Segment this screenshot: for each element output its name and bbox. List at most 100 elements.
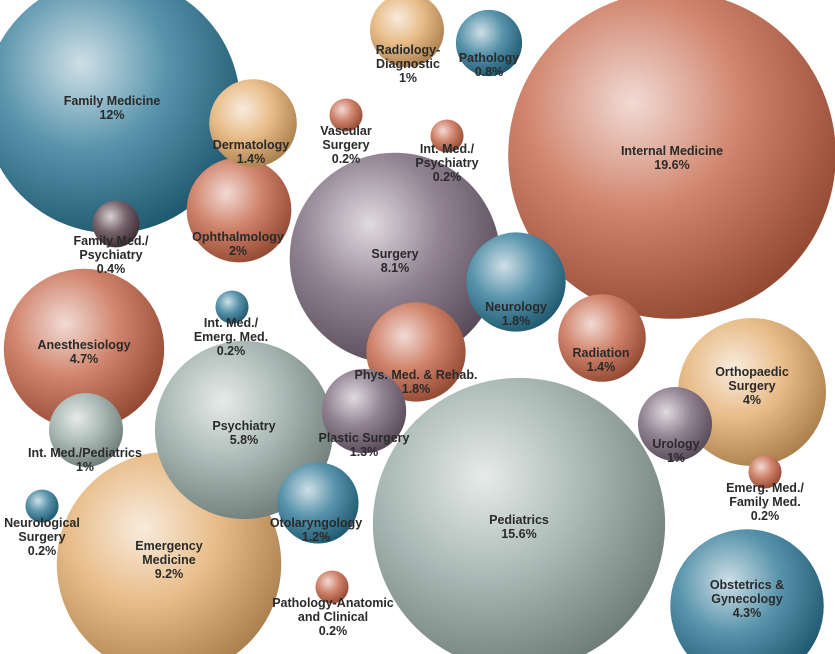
bubble-label-family-medicine: Family Medicine 12%: [64, 94, 161, 122]
bubble-value-label: 9.2%: [155, 567, 184, 581]
bubble-label-psychiatry: Psychiatry 5.8%: [212, 419, 275, 447]
bubble-label-vascular-surgery: Vascular Surgery 0.2%: [320, 124, 372, 166]
bubble-label-phys-med-and-rehab: Phys. Med. & Rehab. 1.8%: [355, 368, 478, 396]
bubble-value-label: 1%: [399, 71, 417, 85]
bubble-name-line: Surgery: [371, 247, 418, 261]
bubble-value-label: 0.2%: [751, 509, 780, 523]
bubble-name-line: Int. Med./Pediatrics: [28, 446, 142, 460]
bubble-value-label: 1.8%: [402, 382, 431, 396]
bubble-name-line: Pediatrics: [489, 513, 549, 527]
bubble-surgery: [289, 152, 501, 364]
bubble-label-family-med-psychiatry: Family Med./Psychiatry 0.4%: [73, 234, 149, 276]
bubble-name-line: Phys. Med. & Rehab.: [355, 368, 478, 382]
bubble-value-label: 4%: [743, 393, 761, 407]
bubble-pathology-anatomic-and-clinical: [315, 570, 349, 604]
bubble-name-line: Surgery: [18, 530, 65, 544]
bubble-phys-med-and-rehab: [366, 302, 466, 402]
bubble-name-line: Radiation: [573, 346, 630, 360]
labels-layer: Family Medicine 12% Internal Medicine 19.6%…: [4, 43, 804, 638]
bubble-name-line: Psychiatry: [415, 156, 478, 170]
bubble-name-line: Plastic Surgery: [318, 431, 409, 445]
bubble-value-label: 0.2%: [433, 170, 462, 184]
bubble-name-line: Emerg. Med./: [726, 481, 804, 495]
bubble-otolaryngology: [277, 462, 359, 544]
bubble-dermatology: [209, 79, 297, 167]
bubble-value-label: 4.3%: [733, 606, 762, 620]
bubble-value-label: 1.3%: [350, 445, 379, 459]
bubble-name-line: Psychiatry: [79, 248, 142, 262]
bubble-value-label: 19.6%: [654, 158, 689, 172]
bubble-name-line: Family Med./: [73, 234, 149, 248]
bubble-label-internal-medicine: Internal Medicine 19.6%: [621, 144, 723, 172]
bubble-value-label: 0.2%: [28, 544, 57, 558]
bubble-name-line: Radiology-: [376, 43, 441, 57]
bubble-name-line: Int. Med./: [204, 316, 259, 330]
bubble-value-label: 0.2%: [319, 624, 348, 638]
bubble-name-line: Gynecology: [711, 592, 783, 606]
bubble-value-label: 1.4%: [587, 360, 616, 374]
bubble-pediatrics: [372, 377, 666, 654]
bubble-label-plastic-surgery: Plastic Surgery 1.3%: [318, 431, 409, 459]
bubble-label-ophthalmology: Ophthalmology 2%: [192, 230, 284, 258]
bubble-label-int-med-pediatrics: Int. Med./Pediatrics 1%: [28, 446, 142, 474]
bubble-name-line: Pathology-Anatomic: [272, 596, 394, 610]
bubble-value-label: 8.1%: [381, 261, 410, 275]
bubble-value-label: 5.8%: [230, 433, 259, 447]
bubble-name-line: Neurological: [4, 516, 80, 530]
bubble-name-line: Otolaryngology: [270, 516, 362, 530]
bubble-name-line: Surgery: [322, 138, 369, 152]
bubble-name-line: Anesthesiology: [37, 338, 130, 352]
bubble-value-label: 0.8%: [475, 65, 504, 79]
bubble-label-pathology-anatomic-and-clinical: Pathology-Anatomic and Clinical 0.2%: [272, 596, 394, 638]
bubble-name-line: Obstetrics &: [710, 578, 784, 592]
bubble-name-line: Neurology: [485, 300, 547, 314]
bubble-value-label: 1%: [76, 460, 94, 474]
bubble-obstetrics-and-gynecology: [670, 529, 824, 654]
bubble-label-urology: Urology 1%: [652, 437, 699, 465]
bubble-value-label: 0.2%: [332, 152, 361, 166]
bubble-value-label: 15.6%: [501, 527, 536, 541]
bubble-label-int-med-psychiatry: Int. Med./Psychiatry 0.2%: [415, 142, 478, 184]
bubble-int-med-psychiatry: [430, 119, 464, 153]
bubble-name-line: Vascular: [320, 124, 372, 138]
bubble-value-label: 1.4%: [237, 152, 266, 166]
bubble-vascular-surgery: [329, 98, 363, 132]
bubble-label-surgery: Surgery 8.1%: [371, 247, 418, 275]
bubble-neurological-surgery: [25, 489, 59, 523]
bubble-anesthesiology: [3, 268, 165, 430]
bubble-value-label: 1.2%: [302, 530, 331, 544]
bubble-int-med-emerg-med: [215, 290, 249, 324]
bubble-label-radiology-diagnostic: Radiology-Diagnostic 1%: [376, 43, 441, 85]
bubble-label-obstetrics-and-gynecology: Obstetrics & Gynecology 4.3%: [710, 578, 784, 620]
bubble-label-emerg-med-family-med: Emerg. Med./Family Med. 0.2%: [726, 481, 804, 523]
bubble-label-int-med-emerg-med: Int. Med./Emerg. Med. 0.2%: [194, 316, 268, 358]
bubble-value-label: 2%: [229, 244, 247, 258]
bubble-emerg-med-family-med: [748, 455, 782, 489]
bubble-name-line: Pathology: [459, 51, 519, 65]
bubble-neurology: [466, 232, 566, 332]
bubble-name-line: Emergency: [135, 539, 202, 553]
bubble-label-pediatrics: Pediatrics 15.6%: [489, 513, 549, 541]
bubble-label-dermatology: Dermatology 1.4%: [213, 138, 289, 166]
bubble-name-line: Diagnostic: [376, 57, 440, 71]
bubble-radiology-diagnostic: [370, 0, 444, 67]
bubble-label-emergency-medicine: Emergency Medicine 9.2%: [135, 539, 202, 581]
bubble-urology: [638, 387, 712, 461]
bubble-family-med-psychiatry: [92, 200, 140, 248]
bubble-label-orthopaedic-surgery: Orthopaedic Surgery 4%: [715, 365, 789, 407]
bubble-int-med-pediatrics: [49, 393, 123, 467]
bubble-name-line: Medicine: [142, 553, 196, 567]
bubble-label-radiation: Radiation 1.4%: [573, 346, 630, 374]
bubble-name-line: Ophthalmology: [192, 230, 284, 244]
bubble-orthopaedic-surgery: [678, 318, 826, 466]
bubble-name-line: Dermatology: [213, 138, 289, 152]
bubble-value-label: 4.7%: [70, 352, 99, 366]
bubble-label-pathology: Pathology 0.8%: [459, 51, 519, 79]
bubble-radiation: [558, 294, 646, 382]
bubble-psychiatry: [154, 340, 334, 520]
bubble-name-line: Internal Medicine: [621, 144, 723, 158]
bubble-name-line: Int. Med./: [420, 142, 475, 156]
